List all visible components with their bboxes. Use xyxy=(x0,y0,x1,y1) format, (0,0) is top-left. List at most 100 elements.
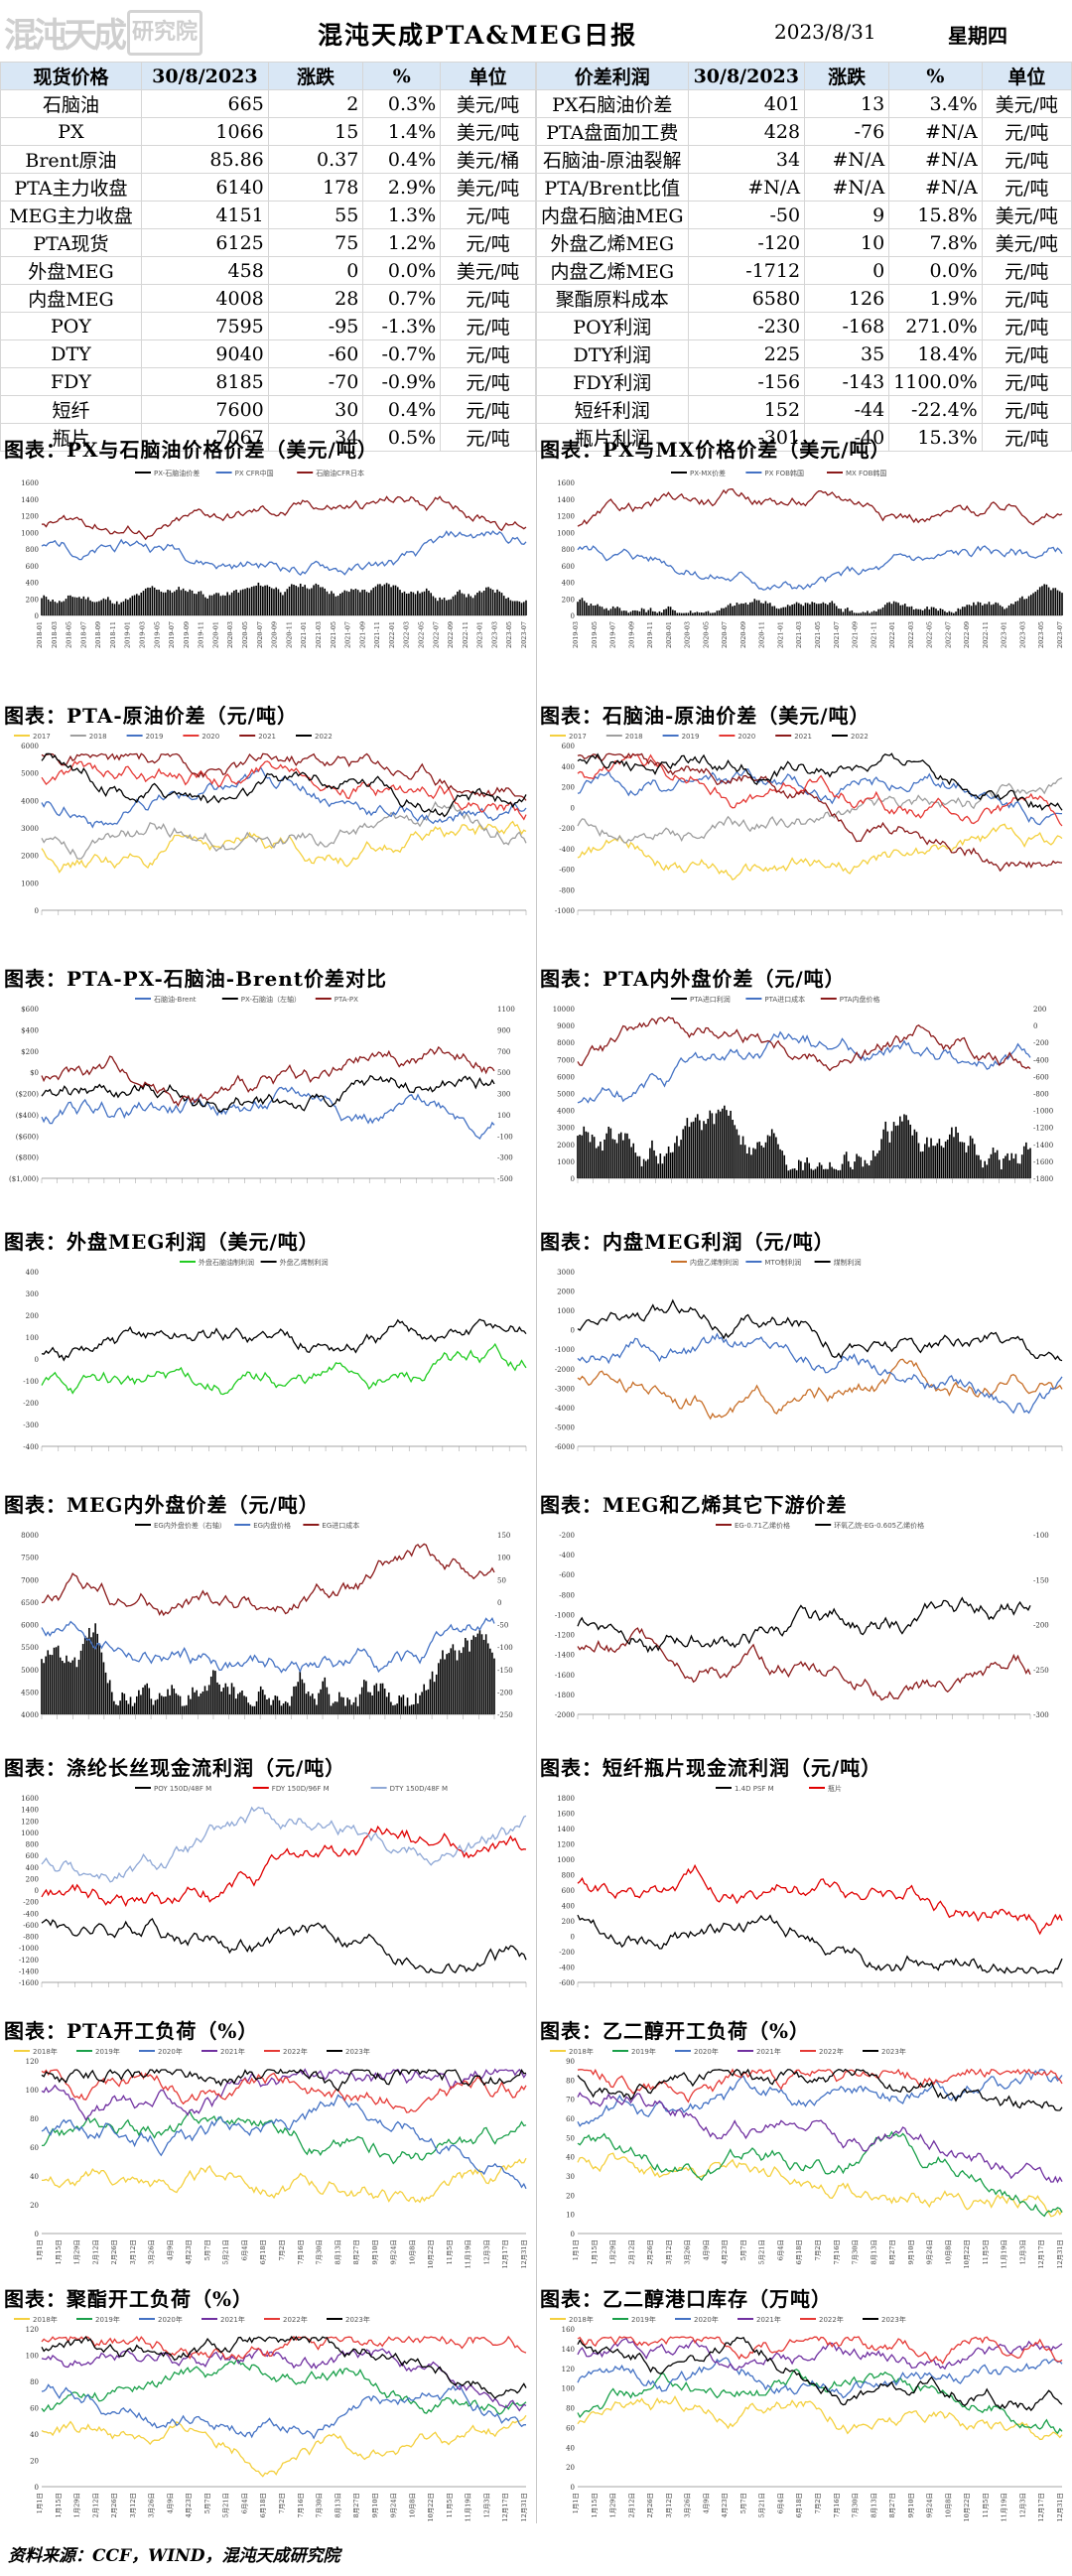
bar xyxy=(244,589,246,615)
y-tick-label: 60 xyxy=(566,2115,575,2123)
x-tick-label: 2月12日 xyxy=(627,2493,635,2517)
table-cell: 1100.0% xyxy=(888,367,983,396)
bar xyxy=(500,593,503,615)
bar xyxy=(196,1690,198,1714)
bar xyxy=(328,594,331,615)
report-header: 混 沌 天 成 研究院 混沌天成PTA&MEG日报 2023/8/31 星期四 xyxy=(0,0,1072,62)
chart-caption: 图表：短纤瓶片现金流利润（元/吨） xyxy=(540,1756,882,1780)
x-tick-label: 2022-01 xyxy=(388,621,396,648)
y2-tick-label: -100 xyxy=(497,1644,513,1652)
bar xyxy=(802,606,805,615)
bar xyxy=(852,1168,854,1178)
y-tick-label: 800 xyxy=(562,1872,575,1880)
bar xyxy=(877,609,879,615)
table-cell: 美元/吨 xyxy=(440,89,536,118)
y-tick-label: 60 xyxy=(566,2424,575,2432)
bar xyxy=(586,603,588,615)
y-tick-label: 10 xyxy=(566,2212,575,2220)
bar xyxy=(98,1643,101,1714)
bar xyxy=(883,605,886,615)
y-tick-label: 80 xyxy=(566,2077,575,2085)
bar xyxy=(994,1152,997,1178)
bar-group xyxy=(41,1623,495,1714)
x-tick-label: 1月1日 xyxy=(572,2239,580,2260)
bar xyxy=(107,597,109,615)
bar xyxy=(975,605,977,615)
bar xyxy=(1025,599,1028,615)
bar xyxy=(456,1660,459,1714)
bar xyxy=(917,1143,920,1178)
x-tick-label: 5月21日 xyxy=(758,2239,766,2264)
bar xyxy=(402,1695,405,1714)
bar xyxy=(990,1153,993,1178)
bar xyxy=(305,1694,308,1714)
bar xyxy=(295,585,298,615)
legend-label: 2022年 xyxy=(819,2315,844,2324)
x-tick-label: 2021-09 xyxy=(358,621,366,648)
bar xyxy=(892,1122,895,1178)
legend-label: PX-MX价差 xyxy=(690,469,726,477)
y2-tick-label: 900 xyxy=(497,1026,510,1034)
x-tick-label: 8月27日 xyxy=(888,2493,896,2517)
x-tick-label: 9月24日 xyxy=(926,2239,934,2264)
x-tick-label: 2019-11 xyxy=(198,621,205,648)
bar xyxy=(680,612,683,615)
bar xyxy=(444,1659,446,1714)
bar xyxy=(146,1683,148,1714)
series-line xyxy=(577,752,1063,811)
bar xyxy=(412,592,415,615)
bar xyxy=(421,592,424,615)
series-line xyxy=(577,2338,1063,2371)
bar xyxy=(716,610,719,615)
y-tick-label: -800 xyxy=(23,1934,39,1942)
bar xyxy=(377,1691,380,1714)
table-cell: 10 xyxy=(804,228,890,257)
bar xyxy=(1043,584,1045,615)
bar xyxy=(938,1139,941,1178)
bar xyxy=(463,594,466,615)
table-cell: 元/吨 xyxy=(981,145,1072,174)
x-tick-label: 1月15日 xyxy=(591,2239,599,2264)
y-tick-label: 160 xyxy=(562,2326,575,2334)
bar xyxy=(41,1659,43,1714)
x-tick-label: 6月4日 xyxy=(776,2239,784,2260)
bar xyxy=(419,593,421,615)
y-tick-label: 1600 xyxy=(21,1795,39,1803)
bar xyxy=(485,587,487,615)
chart-svg: PTA进口利润 PTA进口成本 PTA内盘价格1000090008000700060… xyxy=(553,995,1053,1183)
y-tick-label: 1200 xyxy=(557,513,575,521)
series-line xyxy=(41,2068,527,2093)
bar xyxy=(472,1635,474,1714)
table-cell: 271.0% xyxy=(888,312,983,340)
bar xyxy=(595,605,597,615)
bar xyxy=(581,1135,583,1178)
series-line xyxy=(41,2359,527,2415)
bar xyxy=(847,1160,850,1178)
bar xyxy=(964,607,966,615)
bar xyxy=(516,601,518,615)
bar xyxy=(878,1150,880,1178)
bar xyxy=(624,1133,626,1178)
series-line xyxy=(41,2069,527,2113)
bar xyxy=(998,1159,1001,1178)
bar xyxy=(206,598,208,615)
y-tick-label: 1800 xyxy=(557,1795,575,1803)
chart-svg: 石脑油-Brent PX-石脑油（左轴） PTA-PX$600$400$200$0(… xyxy=(9,995,515,1183)
bar xyxy=(404,1705,407,1714)
bar xyxy=(241,589,244,615)
bar xyxy=(383,1689,386,1714)
chart-panel: 2018年 2019年 2020年 2021年 2022年 2023年 90 80 70 60 50… xyxy=(540,2045,1070,2283)
bar xyxy=(412,1703,415,1714)
bar xyxy=(786,605,789,615)
legend-label: 煤制利润 xyxy=(834,1258,862,1267)
bar xyxy=(299,583,302,615)
bar xyxy=(75,1667,78,1714)
bar xyxy=(115,601,118,615)
legend-label: PTA进口利润 xyxy=(690,995,731,1004)
bar xyxy=(977,602,980,615)
bar xyxy=(636,1155,639,1178)
bar xyxy=(425,588,428,615)
y2-tick-label: -300 xyxy=(1033,1711,1049,1719)
series-line xyxy=(577,2336,1063,2412)
bar xyxy=(881,607,884,615)
